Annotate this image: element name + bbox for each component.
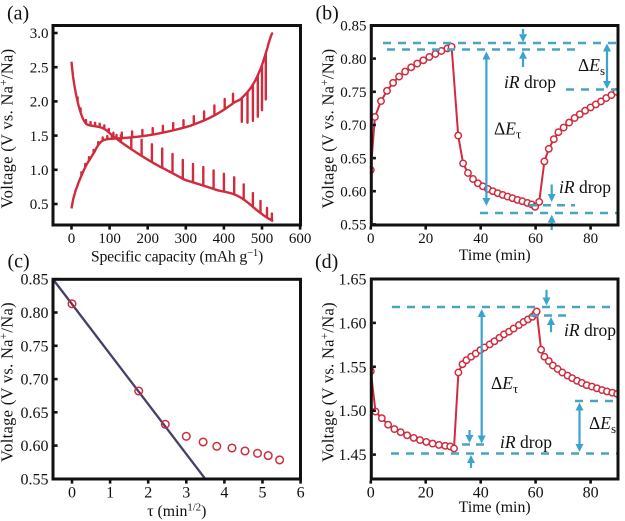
svg-text:0.65: 0.65: [340, 151, 366, 167]
svg-text:0.80: 0.80: [21, 305, 49, 322]
svg-text:80: 80: [583, 231, 598, 247]
svg-text:0.70: 0.70: [21, 372, 49, 389]
svg-text:0: 0: [367, 231, 375, 247]
svg-text:2.0: 2.0: [30, 95, 49, 111]
svg-text:2.5: 2.5: [30, 60, 49, 76]
svg-text:20: 20: [418, 485, 434, 502]
svg-text:0.85: 0.85: [340, 19, 366, 35]
svg-text:0: 0: [68, 485, 76, 502]
svg-text:1.5: 1.5: [30, 129, 49, 145]
svg-text:0.80: 0.80: [340, 52, 366, 68]
svg-text:iR drop: iR drop: [500, 432, 552, 452]
svg-text:60: 60: [528, 231, 543, 247]
svg-text:0.85: 0.85: [21, 272, 49, 289]
svg-text:0.75: 0.75: [340, 85, 366, 101]
svg-text:0.60: 0.60: [340, 184, 366, 200]
svg-text:200: 200: [136, 231, 159, 247]
svg-text:Voltage (V vs. Na+/Na): Voltage (V vs. Na+/Na): [0, 49, 17, 209]
svg-text:0.65: 0.65: [21, 405, 49, 422]
svg-text:3: 3: [182, 485, 190, 502]
svg-text:Specific capacity (mAh g−1): Specific capacity (mAh g−1): [91, 247, 263, 266]
svg-text:80: 80: [583, 485, 599, 502]
svg-text:0.55: 0.55: [21, 471, 49, 488]
svg-text:40: 40: [473, 231, 488, 247]
svg-text:4: 4: [220, 485, 228, 502]
svg-text:ΔEs: ΔEs: [589, 413, 616, 436]
svg-text:1.65: 1.65: [339, 272, 367, 289]
svg-text:Time (min): Time (min): [459, 499, 531, 516]
svg-text:(a): (a): [7, 3, 29, 25]
svg-text:1.45: 1.45: [339, 447, 367, 464]
svg-text:0.70: 0.70: [340, 118, 366, 134]
svg-text:60: 60: [528, 485, 544, 502]
svg-text:(b): (b): [316, 3, 339, 25]
svg-text:Voltage (V vs. Na+/Na): Voltage (V vs. Na+/Na): [319, 49, 338, 209]
svg-text:400: 400: [213, 231, 236, 247]
svg-text:40: 40: [473, 485, 489, 502]
svg-text:500: 500: [251, 231, 274, 247]
svg-text:iR drop: iR drop: [564, 320, 616, 340]
svg-text:20: 20: [418, 231, 433, 247]
svg-text:0: 0: [68, 231, 76, 247]
svg-text:τ (min1/2): τ (min1/2): [147, 502, 206, 521]
svg-text:6: 6: [297, 485, 305, 502]
svg-text:3.0: 3.0: [30, 26, 49, 42]
svg-text:1.50: 1.50: [339, 403, 367, 420]
svg-text:600: 600: [289, 231, 312, 247]
svg-text:ΔEτ: ΔEτ: [494, 119, 521, 142]
svg-text:5: 5: [259, 485, 267, 502]
svg-text:ΔEs: ΔEs: [578, 55, 605, 78]
svg-text:iR drop: iR drop: [504, 72, 556, 92]
svg-text:1.55: 1.55: [339, 359, 367, 376]
svg-text:1.60: 1.60: [339, 315, 367, 332]
svg-text:0: 0: [367, 485, 375, 502]
svg-text:Voltage (V vs. Na+/Na): Voltage (V vs. Na+/Na): [0, 302, 17, 462]
svg-text:0.5: 0.5: [30, 197, 49, 213]
svg-text:iR drop: iR drop: [559, 177, 611, 197]
svg-text:0.60: 0.60: [21, 438, 49, 455]
svg-text:1.0: 1.0: [30, 163, 49, 179]
svg-text:0.55: 0.55: [340, 218, 366, 234]
svg-text:300: 300: [175, 231, 198, 247]
svg-text:1: 1: [106, 485, 114, 502]
svg-text:(d): (d): [315, 251, 338, 273]
svg-text:Time (min): Time (min): [459, 247, 531, 264]
svg-text:0.75: 0.75: [21, 338, 49, 355]
svg-text:ΔEτ: ΔEτ: [491, 373, 518, 396]
svg-text:100: 100: [98, 231, 121, 247]
svg-text:2: 2: [144, 485, 152, 502]
svg-text:(c): (c): [8, 251, 30, 273]
svg-text:Voltage (V vs. Na+/Na): Voltage (V vs. Na+/Na): [319, 302, 338, 462]
